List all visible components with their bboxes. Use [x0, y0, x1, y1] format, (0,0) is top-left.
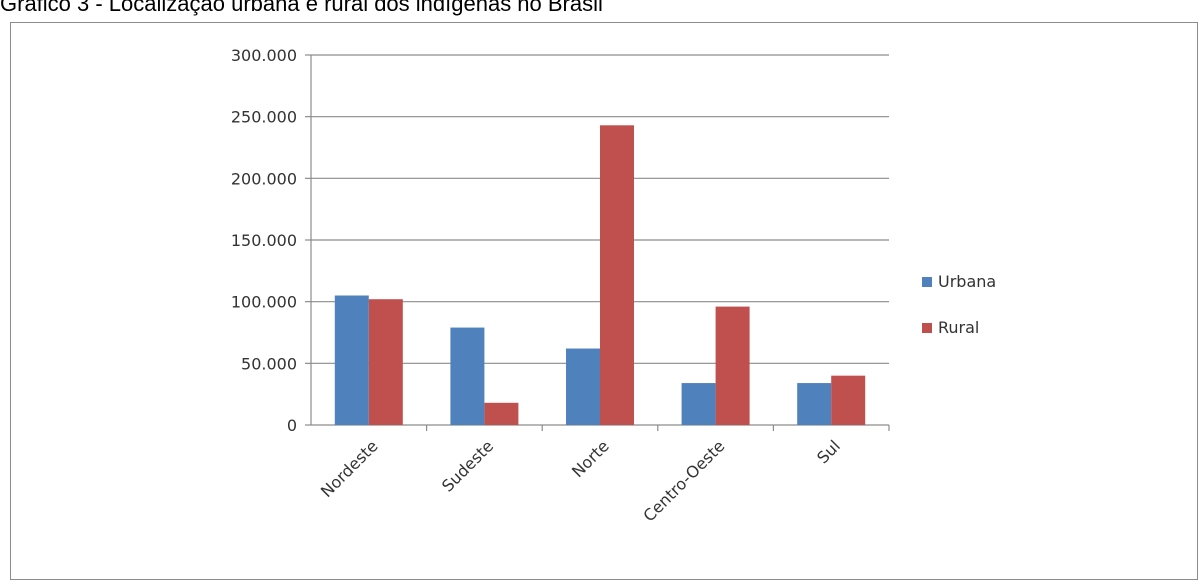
bar-urbana-sul	[797, 383, 832, 425]
y-tick-label: 150.000	[231, 231, 297, 250]
bar-urbana-nordeste	[334, 295, 369, 425]
x-tick-label: Sul	[813, 436, 844, 467]
legend-swatch-rural	[922, 323, 932, 333]
y-tick-label: 100.000	[231, 293, 297, 312]
bar-rural-sul	[831, 375, 866, 425]
x-axis-tick-labels: Nordeste Sudeste Norte Centro-Oeste Sul	[317, 436, 844, 525]
y-tick-label: 250.000	[231, 108, 297, 127]
bar-urbana-norte	[566, 348, 600, 425]
x-tick-label: Sudeste	[438, 436, 497, 495]
y-tick-label: 200.000	[231, 169, 297, 188]
legend-label-urbana: Urbana	[938, 272, 996, 291]
x-tick-label: Nordeste	[317, 436, 382, 501]
x-tick-label: Norte	[568, 436, 613, 481]
bar-rural-nordeste	[368, 299, 403, 425]
legend: Urbana Rural	[922, 272, 996, 337]
legend-label-rural: Rural	[938, 318, 979, 337]
x-tick-label: Centro-Oeste	[639, 436, 728, 525]
y-tick-label: 300.000	[231, 46, 297, 65]
bar-rural-centro-oeste	[715, 306, 750, 425]
bar-rural-sudeste	[484, 402, 519, 425]
y-tick-label: 50.000	[241, 354, 297, 373]
chart-caption: Gráfico 3 - Localização urbana e rural d…	[0, 0, 603, 16]
bar-urbana-centro-oeste	[681, 383, 716, 425]
legend-swatch-urbana	[922, 277, 932, 287]
bars	[334, 125, 866, 426]
y-axis-tick-labels: 0 50.000 100.000 150.000 200.000 250.000 300.0…	[231, 46, 297, 435]
y-tick-label: 0	[287, 416, 297, 435]
bar-urbana-sudeste	[450, 327, 485, 425]
bar-rural-norte	[600, 125, 634, 426]
